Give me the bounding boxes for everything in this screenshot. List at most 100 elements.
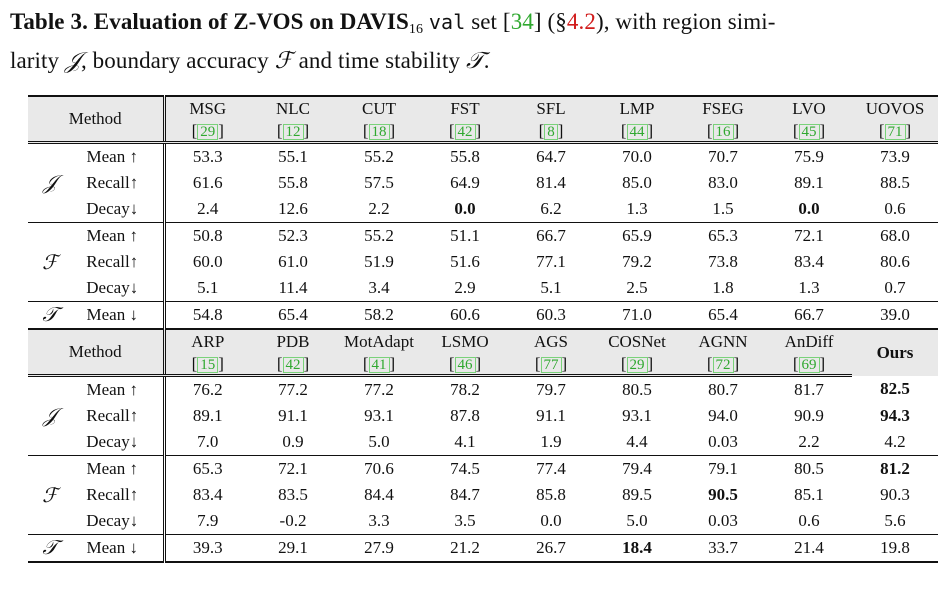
citation-link[interactable]: 8 [544, 123, 558, 140]
caption-line2-a: larity [10, 48, 60, 73]
results-table: Method MSG NLC CUT FST SFL LMP FSEG LVO UOVOS[29]… [28, 95, 938, 563]
method-name: PDB [250, 328, 336, 353]
value-cell: 0.0 [454, 199, 476, 218]
value-cell: 55.1 [278, 147, 308, 166]
value-cell: -0.2 [279, 511, 307, 530]
metric-label: Recall↑ [86, 406, 139, 425]
value-cell: 53.3 [162, 142, 250, 170]
value-cell: 5.1 [162, 275, 250, 302]
table-row: 𝒥 Mean ↑ 53.3 55.1 55.2 55.8 64.7 70.0 70.7 75.9 7… [28, 142, 938, 194]
value-cell: 5.6 [884, 511, 906, 530]
citation-link[interactable]: 46 [454, 356, 476, 373]
method-citation-cell: [45] [766, 120, 852, 144]
value-cell: 0.7 [884, 278, 906, 297]
value-cell: 83.4 [162, 482, 250, 508]
value-cell: 74.5 [422, 455, 508, 482]
value-cell: 65.4 [250, 301, 336, 330]
value-cell: 65.3 [162, 455, 250, 482]
table-row: Recall↑ 60.0 61.0 51.9 51.6 77.1 79.2 73.8 83.4 8… [28, 249, 938, 275]
value-cell: 51.9 [364, 252, 394, 271]
value-cell: 68.0 [852, 222, 938, 249]
value-cell: 3.5 [454, 511, 476, 530]
value-cell: 1.3 [798, 278, 820, 297]
value-cell: 0.0 [540, 511, 562, 530]
citation-link[interactable]: 45 [798, 123, 820, 140]
caption-citation-link[interactable]: 34 [510, 9, 534, 34]
value-cell: 77.2 [364, 380, 394, 399]
value-cell: 11.4 [278, 278, 308, 297]
method-citation-cell: [77] [508, 353, 594, 377]
method-name: LSMO [422, 328, 508, 353]
metric-group-symbol: 𝒥 [43, 171, 57, 194]
value-cell: 0.9 [282, 432, 304, 451]
method-citation-cell: [69] [766, 353, 852, 377]
metric-label: Recall↑ [86, 485, 139, 504]
value-cell: 83.5 [278, 485, 308, 504]
value-cell: 55.8 [278, 173, 308, 192]
value-cell: 79.2 [622, 252, 652, 271]
method-name: UOVOS [852, 95, 938, 120]
method-name: NLC [250, 95, 336, 120]
value-cell: 7.9 [162, 508, 250, 535]
table-row: Decay↓ 7.0 0.9 5.0 4.1 1.9 4.4 0.03 2.2 4.2 [28, 429, 938, 456]
value-cell: 65.9 [594, 222, 680, 249]
method-header: Method [28, 95, 164, 144]
value-cell: 81.2 [852, 455, 938, 482]
citation-link[interactable]: 42 [454, 123, 476, 140]
value-cell: 71.0 [594, 301, 680, 330]
caption-section-link[interactable]: 4.2 [566, 9, 596, 34]
table-row: Recall↑ 89.1 91.1 93.1 87.8 91.1 93.1 94.0 90.9 9… [28, 403, 938, 429]
citation-link[interactable]: 16 [712, 123, 734, 140]
value-cell: 66.7 [508, 222, 594, 249]
table-row: 𝒯 Mean ↓ 54.8 65.4 58.2 60.6 60.3 71.0 65.4 66.7 3… [28, 301, 938, 330]
value-cell: 83.0 [708, 173, 738, 192]
value-cell: 5.0 [626, 511, 648, 530]
citation-link[interactable]: 41 [368, 356, 390, 373]
method-name: AGS [508, 328, 594, 353]
value-cell: 50.8 [162, 222, 250, 249]
value-cell: 65.4 [680, 301, 766, 330]
citation-link[interactable]: 18 [368, 123, 390, 140]
value-cell: 83.4 [794, 252, 824, 271]
method-citation-cell: [41] [336, 353, 422, 377]
citation-link[interactable]: 29 [626, 356, 648, 373]
value-cell: 80.5 [622, 380, 652, 399]
citation-link[interactable]: 69 [798, 356, 820, 373]
metric-group-symbol: ℱ [28, 222, 72, 302]
value-cell: 70.7 [708, 147, 738, 166]
value-cell: 4.4 [626, 432, 648, 451]
table-caption: Table 3. Evaluation of Z-VOS on DAVIS16 … [10, 6, 942, 77]
citation-link[interactable]: 44 [626, 123, 648, 140]
value-cell: 51.6 [450, 252, 480, 271]
value-cell: 61.6 [162, 170, 250, 196]
citation-link[interactable]: 72 [712, 356, 734, 373]
method-name: AnDiff [766, 328, 852, 353]
value-cell: 4.2 [884, 432, 906, 451]
metric-label: Mean ↑ [86, 380, 138, 399]
metric-label: Decay↓ [86, 511, 139, 530]
method-citation-cell: [18] [336, 120, 422, 144]
value-cell: 5.1 [540, 278, 562, 297]
metric-label: Mean ↓ [72, 534, 164, 563]
method-citation-cell: [71] [852, 120, 938, 144]
citation-link[interactable]: 12 [282, 123, 304, 140]
citation-link[interactable]: 71 [884, 123, 906, 140]
value-cell: 51.1 [422, 222, 508, 249]
citation-link[interactable]: 42 [282, 356, 304, 373]
value-cell: 29.1 [250, 534, 336, 563]
metric-label: Decay↓ [86, 432, 139, 451]
value-cell: 80.5 [766, 455, 852, 482]
value-cell: 87.8 [450, 406, 480, 425]
metric-group-symbol: 𝒯 [28, 534, 72, 563]
value-cell: 26.7 [508, 534, 594, 563]
citation-link[interactable]: 29 [197, 123, 219, 140]
caption-bracket-close: ] [533, 9, 542, 34]
value-cell: 0.6 [798, 511, 820, 530]
value-cell: 91.1 [536, 406, 566, 425]
citation-link[interactable]: 77 [540, 356, 562, 373]
value-cell: 1.8 [712, 278, 734, 297]
value-cell: 0.03 [708, 432, 738, 451]
value-cell: 90.5 [708, 485, 738, 504]
value-cell: 2.9 [454, 278, 476, 297]
citation-link[interactable]: 15 [197, 356, 219, 373]
